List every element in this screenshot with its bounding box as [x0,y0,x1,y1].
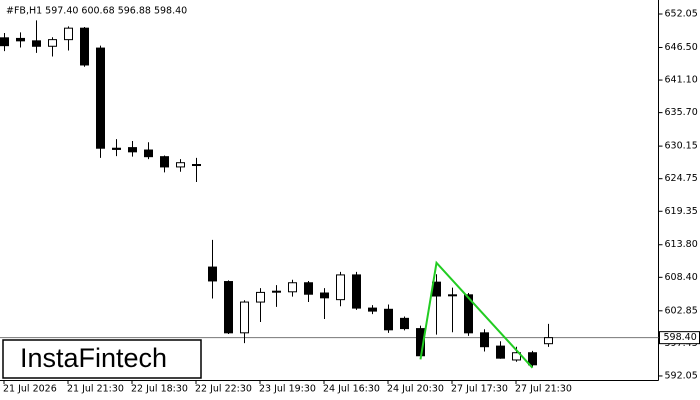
candle-body [16,37,25,42]
x-tick-label: 24 Jul 16:30 [323,384,380,395]
candle-body [384,308,393,331]
candle-body [272,290,281,293]
candle-body [400,317,409,330]
candle-body [368,307,377,312]
y-tick-label: 630.15 [665,141,698,152]
x-tick-label: 23 Jul 19:30 [259,384,316,395]
y-tick-label: 646.50 [665,42,698,53]
current-price-label: 598.40 [664,332,697,343]
x-tick-label: 27 Jul 17:30 [451,384,508,395]
candle-body [160,156,169,168]
logo: InstaFintech [20,343,167,373]
y-tick-label: 652.05 [665,8,698,19]
candle-body [64,27,73,41]
x-tick-label: 24 Jul 20:30 [387,384,444,395]
candle-body [192,164,201,167]
candle-body [208,266,217,282]
candle-body [304,282,313,295]
pattern-line [419,260,534,369]
candle-body [144,149,153,158]
candle-body [320,292,329,299]
candle-body [32,40,41,47]
candle-body [128,147,137,153]
candle-body [480,332,489,348]
chart-title: #FB,H1 597.40 600.68 596.88 598.40 [6,6,187,17]
candle-body [256,291,265,303]
candle-body [512,352,521,361]
x-tick-label: 21 Jul 2026 [3,384,57,395]
y-tick-label: 613.80 [665,239,698,250]
y-tick-label: 602.85 [665,305,698,316]
y-tick-label: 641.10 [665,75,698,86]
candle-body [240,301,249,334]
y-tick-label: 624.75 [665,173,698,184]
candle-body [0,37,9,47]
candle-body [464,294,473,334]
candle-body [176,162,185,168]
y-tick-label: 619.35 [665,206,698,217]
candle-body [288,282,297,293]
candle-body [112,147,121,150]
candle-body [96,47,105,149]
y-tick-label: 608.40 [665,272,698,283]
x-tick-label: 27 Jul 21:30 [515,384,572,395]
candle-body [352,274,361,309]
y-tick-label: 592.05 [665,370,698,381]
x-tick-label: 22 Jul 18:30 [131,384,188,395]
candle-body [544,337,553,345]
plot [0,20,659,369]
candle-body [336,274,345,301]
candle-body [224,281,233,334]
candle-body [48,39,57,47]
candle-body [80,27,89,66]
y-tick-label: 635.70 [665,107,698,118]
x-tick-label: 22 Jul 22:30 [195,384,252,395]
candle-body [448,294,457,297]
candle-body [528,352,537,366]
candle-body [496,345,505,359]
x-tick-label: 21 Jul 21:30 [67,384,124,395]
logo-box [2,339,202,379]
